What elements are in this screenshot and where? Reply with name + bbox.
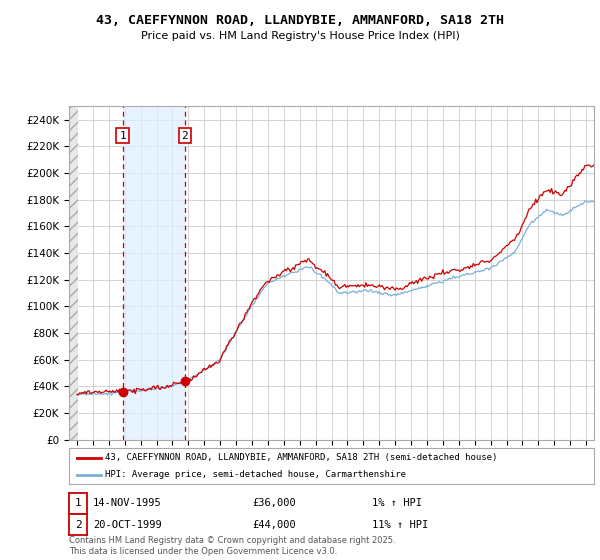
Text: Price paid vs. HM Land Registry's House Price Index (HPI): Price paid vs. HM Land Registry's House …: [140, 31, 460, 41]
Text: 1% ↑ HPI: 1% ↑ HPI: [372, 498, 422, 508]
Text: 11% ↑ HPI: 11% ↑ HPI: [372, 520, 428, 530]
Text: 1: 1: [119, 130, 126, 141]
Text: 2: 2: [74, 520, 82, 530]
Text: £36,000: £36,000: [252, 498, 296, 508]
Text: 2: 2: [182, 130, 188, 141]
Text: 1: 1: [74, 498, 82, 508]
Text: Contains HM Land Registry data © Crown copyright and database right 2025.
This d: Contains HM Land Registry data © Crown c…: [69, 536, 395, 556]
Text: HPI: Average price, semi-detached house, Carmarthenshire: HPI: Average price, semi-detached house,…: [105, 470, 406, 479]
Text: 43, CAEFFYNNON ROAD, LLANDYBIE, AMMANFORD, SA18 2TH: 43, CAEFFYNNON ROAD, LLANDYBIE, AMMANFOR…: [96, 14, 504, 27]
Bar: [69, 106, 78, 440]
Bar: [122, 106, 185, 440]
Text: 20-OCT-1999: 20-OCT-1999: [93, 520, 162, 530]
Text: £44,000: £44,000: [252, 520, 296, 530]
Text: 43, CAEFFYNNON ROAD, LLANDYBIE, AMMANFORD, SA18 2TH (semi-detached house): 43, CAEFFYNNON ROAD, LLANDYBIE, AMMANFOR…: [105, 454, 497, 463]
Text: 14-NOV-1995: 14-NOV-1995: [93, 498, 162, 508]
